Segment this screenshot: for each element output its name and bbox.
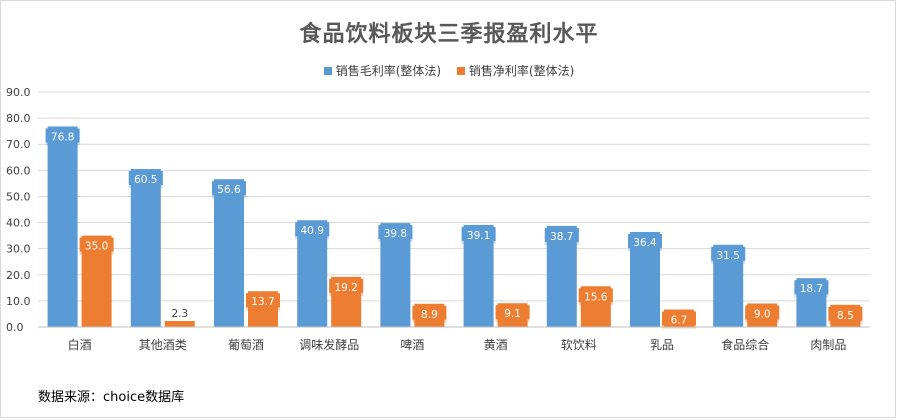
data-label: 40.9 [301,225,324,237]
y-tick-label: 60.0 [6,164,31,177]
data-label: 8.5 [837,310,854,322]
legend-swatch-gross [323,67,332,75]
legend-item-gross: 销售毛利率(整体法) [323,62,442,79]
y-tick-label: 90.0 [6,86,31,99]
data-label-box [578,288,613,303]
data-label-box [495,305,530,320]
legend-item-net: 销售净利率(整体法) [456,62,575,79]
y-tick-label: 50.0 [6,190,31,203]
x-category-label: 乳品 [650,338,674,352]
x-category-label: 肉制品 [810,338,846,352]
gross-margin-bar [546,225,577,327]
data-label-box [128,171,163,186]
x-category-label: 白酒 [68,337,92,352]
data-label-box [461,226,496,241]
data-label: 19.2 [335,282,358,294]
data-label: 39.8 [384,228,407,240]
data-label: 9.0 [754,309,771,321]
data-label: 2.3 [171,308,188,320]
data-label: 39.1 [467,230,490,242]
data-label: 8.9 [421,309,438,321]
data-label-box [79,237,114,252]
data-label-box [412,305,447,320]
x-category-label: 食品综合 [721,337,769,352]
gross-margin-bar [297,220,328,327]
data-label: 56.6 [217,184,241,196]
gross-margin-bar [47,126,78,327]
data-label: 36.4 [633,237,657,249]
data-label: 38.7 [550,231,573,243]
data-label-box [828,306,863,321]
data-label: 76.8 [51,131,74,143]
legend-label-gross: 销售毛利率(整体法) [335,64,442,78]
data-label-box [794,280,829,295]
data-label-box [246,293,280,308]
legend-label-net: 销售净利率(整体法) [468,64,575,78]
net-margin-bar [164,320,195,327]
legend-swatch-net [456,67,465,75]
data-label-box [329,278,364,293]
data-label-box [45,128,80,143]
y-tick-label: 20.0 [6,269,31,282]
gross-margin-bar [463,224,494,327]
data-label: 35.0 [85,241,108,253]
gross-margin-bar [214,179,244,327]
data-label: 15.6 [584,291,608,303]
data-label: 31.5 [717,250,740,262]
x-category-label: 调味发酵品 [299,337,359,352]
data-label-box [745,305,780,320]
data-label-box [544,227,579,242]
data-label-box [378,225,413,240]
y-tick-label: 80.0 [6,112,31,125]
data-label-box [628,233,662,248]
x-category-label: 软饮料 [561,338,597,352]
data-label: 9.1 [504,308,521,320]
data-label-box [662,311,696,326]
x-category-label: 黄酒 [484,338,508,352]
source-note: 数据来源：choice数据库 [38,390,185,405]
legend: 销售毛利率(整体法) 销售净利率(整体法) [0,62,898,79]
data-label-box [295,222,330,237]
x-category-label: 葡萄酒 [228,338,264,352]
x-category-label: 其他酒类 [139,338,187,352]
y-tick-label: 30.0 [6,243,31,256]
gross-margin-bar [130,169,161,327]
data-label: 13.7 [251,296,274,308]
x-category-label: 啤酒 [400,337,424,352]
y-tick-label: 40.0 [6,217,31,230]
data-label: 18.7 [800,283,823,295]
data-label: 6.7 [671,315,688,327]
data-label-box [212,181,246,196]
y-tick-label: 70.0 [6,138,31,151]
data-label: 60.5 [134,174,157,186]
gross-margin-bar [380,223,411,327]
y-tick-label: 0.0 [6,321,24,334]
y-tick-label: 10.0 [6,295,31,308]
bar-chart: 0.0 10.0 20.0 30.0 40.0 50.0 60.0 70.0 80.0 90.0 7… [6,86,870,352]
data-label-box [711,246,746,261]
chart-title: 食品饮料板块三季报盈利水平 [299,22,599,47]
